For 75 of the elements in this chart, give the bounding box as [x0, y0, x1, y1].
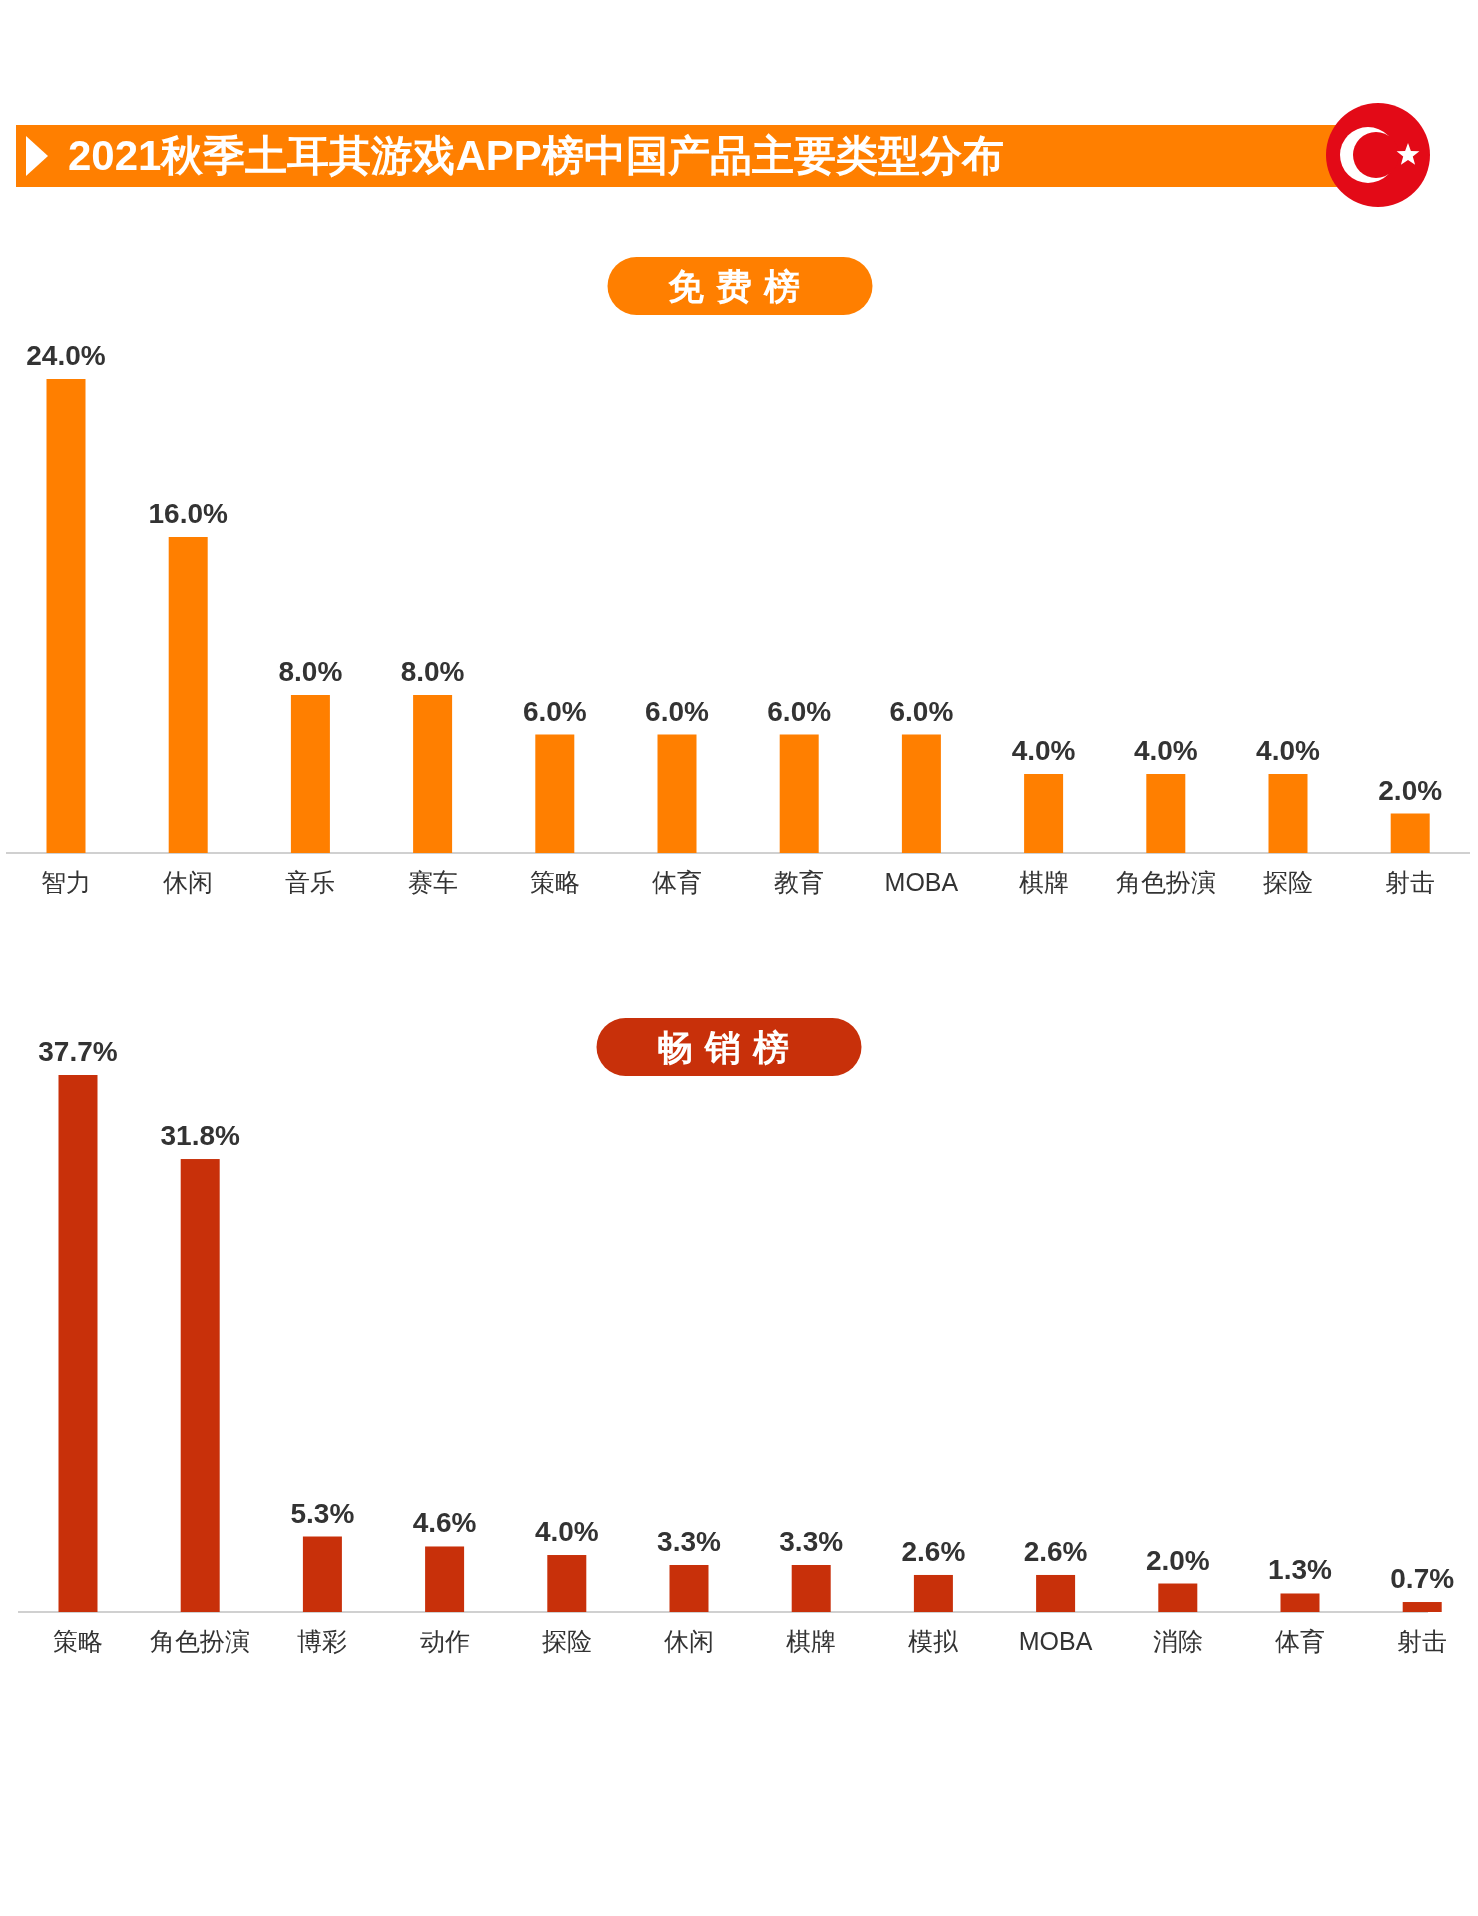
data-label: 2.6%	[1023, 1535, 1088, 1567]
x-tick-label: 策略	[529, 868, 580, 896]
x-tick-label: 体育	[652, 868, 702, 896]
bar	[901, 734, 941, 853]
data-label: 2.6%	[901, 1535, 966, 1567]
data-label: 6.0%	[645, 695, 710, 727]
bar	[302, 1536, 342, 1612]
data-label: 24.0%	[26, 340, 106, 371]
x-tick-label: 探险	[541, 1627, 592, 1655]
data-label: 8.0%	[400, 656, 465, 687]
x-tick-label: 棋牌	[786, 1627, 837, 1655]
chart-title: 畅销榜	[657, 1027, 801, 1068]
bar	[46, 379, 86, 853]
bar	[779, 734, 819, 853]
bar	[1024, 774, 1064, 853]
x-tick-label: 射击	[1385, 868, 1436, 896]
bar	[425, 1546, 465, 1612]
chart-subtitle: 免费榜	[668, 266, 812, 307]
x-tick-label: 探险	[1263, 868, 1313, 896]
bar	[791, 1564, 831, 1612]
x-tick-label: 模拟	[908, 1627, 960, 1655]
bar	[657, 734, 697, 853]
x-tick-label: 博彩	[297, 1627, 348, 1655]
x-tick-label: 角色扮演	[1115, 868, 1216, 896]
data-label: 0.7%	[1390, 1563, 1455, 1595]
data-label: 1.3%	[1268, 1554, 1333, 1586]
data-label: 4.0%	[1256, 735, 1321, 766]
bar	[1390, 813, 1430, 853]
data-label: 31.8%	[160, 1120, 240, 1152]
data-label: 2.0%	[1378, 774, 1443, 806]
data-label: 2.0%	[1145, 1544, 1210, 1576]
x-tick-label: 教育	[774, 868, 825, 896]
bar	[669, 1564, 709, 1612]
x-tick-label: 休闲	[664, 1627, 714, 1655]
data-label: 6.0%	[767, 695, 832, 727]
bar	[168, 537, 208, 853]
x-tick-label: 赛车	[407, 868, 458, 896]
x-tick-label: 策略	[53, 1627, 103, 1655]
data-label: 37.7%	[38, 1036, 118, 1067]
bar	[535, 734, 575, 853]
bar	[58, 1075, 98, 1612]
data-label: 5.3%	[290, 1497, 355, 1529]
bar	[1036, 1574, 1076, 1612]
chart-title: 2021秋季土耳其游戏APP榜中国产品主要类型分布	[68, 132, 1004, 179]
x-tick-label: 角色扮演	[150, 1627, 251, 1655]
x-tick-label: 棋牌	[1018, 868, 1069, 896]
data-label: 4.0%	[534, 1516, 599, 1548]
data-label: 4.6%	[412, 1507, 477, 1539]
x-tick-label: 体育	[1275, 1627, 1325, 1655]
x-tick-label: 消除	[1152, 1627, 1203, 1655]
bar	[1280, 1593, 1320, 1612]
data-label: 4.0%	[1011, 735, 1076, 766]
bar	[1146, 774, 1186, 853]
data-label: 6.0%	[889, 695, 954, 727]
data-label: 16.0%	[148, 498, 228, 529]
bar	[1158, 1583, 1198, 1612]
x-tick-label: 音乐	[285, 868, 336, 896]
data-label: 3.3%	[779, 1525, 844, 1557]
bar	[913, 1574, 953, 1612]
data-label: 8.0%	[278, 656, 343, 687]
data-label: 3.3%	[657, 1525, 722, 1557]
bar	[1268, 774, 1308, 853]
x-tick-label: 休闲	[163, 868, 214, 896]
bar	[413, 695, 453, 853]
x-tick-label: MOBA	[1018, 1627, 1093, 1655]
x-tick-label: 智力	[41, 868, 91, 896]
bar	[547, 1555, 587, 1612]
x-tick-label: 射击	[1397, 1627, 1448, 1655]
data-label: 4.0%	[1133, 735, 1198, 766]
bar	[290, 695, 330, 853]
bar	[1402, 1602, 1442, 1612]
bar	[180, 1159, 220, 1612]
data-label: 6.0%	[522, 695, 587, 727]
x-tick-label: MOBA	[884, 868, 959, 896]
x-tick-label: 动作	[419, 1627, 470, 1655]
